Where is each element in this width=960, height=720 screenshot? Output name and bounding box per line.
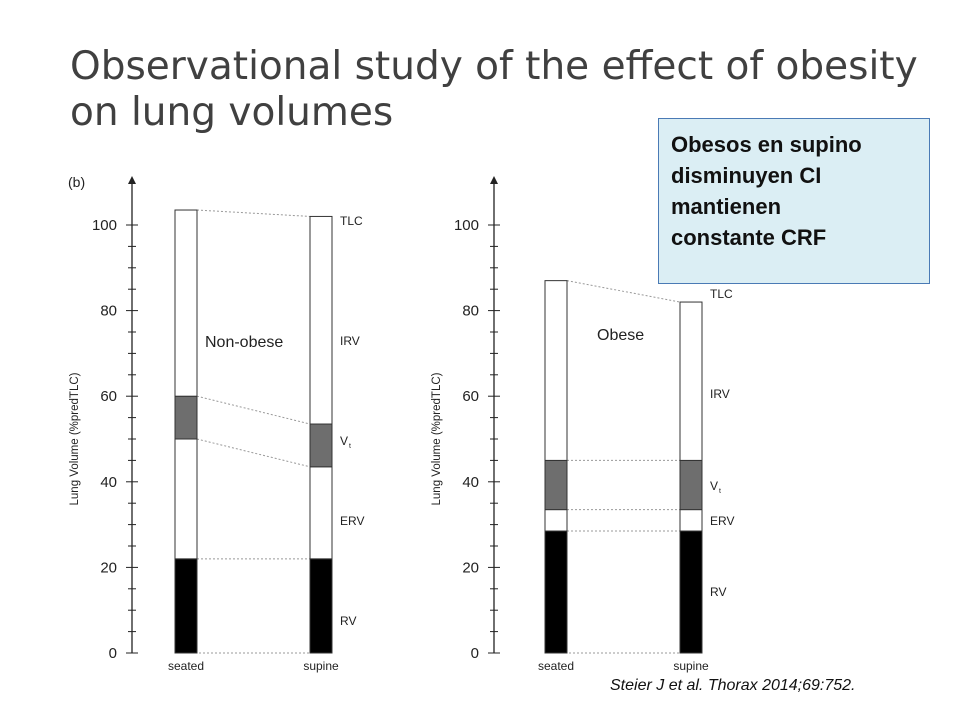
panel-2-label-irv: IRV bbox=[710, 387, 730, 401]
panel-2-seated-irv-segment bbox=[544, 280, 568, 461]
panel-1-connector-vt bbox=[196, 395, 311, 425]
panel-2-y-axis-label: Lung Volume (%predTLC) bbox=[431, 372, 443, 505]
panel-2-y-tick-label: 20 bbox=[462, 559, 479, 576]
panel-1-y-axis-arrow bbox=[128, 176, 136, 184]
panel-1-label-tlc: TLC bbox=[340, 214, 363, 228]
panel-1-y-tick-label: 40 bbox=[100, 474, 117, 491]
panel-2-label-vt: V bbox=[710, 479, 718, 493]
panel-1-y-tick-label: 20 bbox=[100, 559, 117, 576]
panel-1-supine-vt-segment bbox=[309, 423, 333, 468]
panel-1-label-erv: ERV bbox=[340, 514, 364, 528]
panel-2-y-tick-label: 100 bbox=[454, 217, 479, 234]
panel-1-y-axis-label: Lung Volume (%predTLC) bbox=[69, 372, 81, 505]
panel-2-connector-irv bbox=[566, 280, 681, 303]
panel-2-y-tick-label: 60 bbox=[462, 388, 479, 405]
panel-2-y-axis-arrow bbox=[490, 176, 498, 184]
panel-2-supine-vt-segment bbox=[679, 459, 703, 511]
panel-2-label-tlc: TLC bbox=[710, 287, 733, 301]
panel-2-label-rv: RV bbox=[710, 585, 726, 599]
panel-2-seated-erv-segment bbox=[544, 509, 568, 532]
panel-1-panel-label: (b) bbox=[68, 174, 85, 190]
panel-1-label-vt: V bbox=[340, 434, 348, 448]
panel-1-label-rv: RV bbox=[340, 614, 356, 628]
panel-1-label-vt-subscript: t bbox=[349, 443, 351, 450]
callout-box: Obesos en supino disminuyen CI mantienen… bbox=[658, 118, 930, 284]
panel-1-seated-rv-segment bbox=[174, 558, 198, 654]
panel-1-seated-vt-segment bbox=[174, 395, 198, 440]
panel-2-label-vt-subscript: t bbox=[719, 488, 721, 495]
panel-1-x-tick-label-seated: seated bbox=[168, 659, 204, 673]
panel-1-supine-rv-segment bbox=[309, 558, 333, 654]
panel-2-seated-rv-segment bbox=[544, 530, 568, 654]
callout-line-4: constante CRF bbox=[671, 225, 827, 250]
panel-1-y-tick-label: 60 bbox=[100, 388, 117, 405]
slide-title-line-1: Observational study of the effect of obe… bbox=[70, 44, 918, 89]
citation: Steier J et al. Thorax 2014;69:752. bbox=[610, 677, 856, 694]
panel-2-supine-irv-segment bbox=[679, 301, 703, 461]
panel-2-seated-vt-segment bbox=[544, 459, 568, 511]
panel-2-y-tick-label: 40 bbox=[462, 474, 479, 491]
slide-title-line-2: on lung volumes bbox=[70, 90, 394, 135]
panel-2-supine-erv-segment bbox=[679, 509, 703, 532]
panel-2-label-erv: ERV bbox=[710, 514, 734, 528]
panel-1-seated-irv-segment bbox=[174, 209, 198, 397]
panel-1-x-tick-label-supine: supine bbox=[303, 659, 339, 673]
panel-2-x-tick-label-seated: seated bbox=[538, 659, 574, 673]
slide-title: Observational study of the effect of obe… bbox=[70, 44, 920, 136]
panel-1-y-tick-label: 100 bbox=[92, 217, 117, 234]
panel-1-supine-irv-segment bbox=[309, 215, 333, 425]
panel-2-group-label: Obese bbox=[597, 327, 644, 344]
panel-2-x-tick-label-supine: supine bbox=[673, 659, 709, 673]
callout-line-3: mantienen bbox=[671, 194, 782, 219]
panel-1-y-tick-label: 0 bbox=[109, 645, 117, 662]
panel-2-y-tick-label: 0 bbox=[471, 645, 479, 662]
panel-1-group-label: Non-obese bbox=[205, 334, 283, 351]
panel-1-connector-irv bbox=[196, 209, 311, 217]
panel-2-y-tick-label: 80 bbox=[462, 303, 479, 320]
callout-line-1: Obesos en supino bbox=[671, 132, 862, 157]
callout-line-2: disminuyen CI bbox=[671, 163, 822, 188]
panel-2-supine-rv-segment bbox=[679, 530, 703, 654]
panel-1-connector-erv bbox=[196, 438, 311, 468]
panel-1-seated-erv-segment bbox=[174, 438, 198, 560]
panel-1-label-irv: IRV bbox=[340, 334, 360, 348]
panel-1-y-tick-label: 80 bbox=[100, 303, 117, 320]
panel-1-supine-erv-segment bbox=[309, 466, 333, 560]
